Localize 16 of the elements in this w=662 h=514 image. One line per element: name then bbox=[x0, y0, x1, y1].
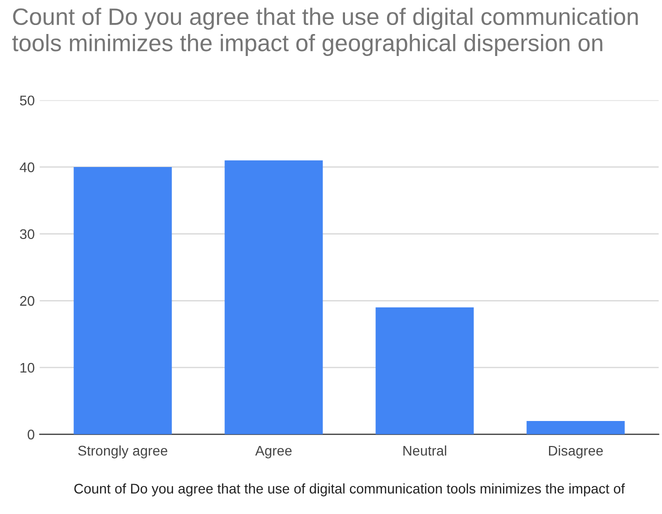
x-tick-label: Neutral bbox=[403, 445, 446, 456]
y-tick-label: 20 bbox=[20, 296, 34, 306]
bar bbox=[376, 307, 474, 434]
x-tick-label: Strongly agree bbox=[78, 445, 168, 458]
x-tick-label: Agree bbox=[255, 446, 292, 458]
y-tick-label: 10 bbox=[20, 362, 34, 373]
x-tick-label: Disagree bbox=[549, 445, 603, 458]
x-axis-title: Count of Do you agree that the use of digital communication tools minimizes the impact of bbox=[74, 483, 625, 496]
y-tick-label: 40 bbox=[20, 162, 34, 172]
y-tick-label: 0 bbox=[28, 430, 34, 440]
y-tick-label: 30 bbox=[20, 229, 34, 240]
bar bbox=[224, 160, 323, 434]
y-tick-label: 50 bbox=[20, 96, 34, 106]
chart-title: Count of Do you agree that the use of digital communication tools minimizes the impact of geographical dispersion on bbox=[12, 8, 638, 56]
bar bbox=[74, 167, 172, 434]
bar bbox=[526, 420, 625, 434]
